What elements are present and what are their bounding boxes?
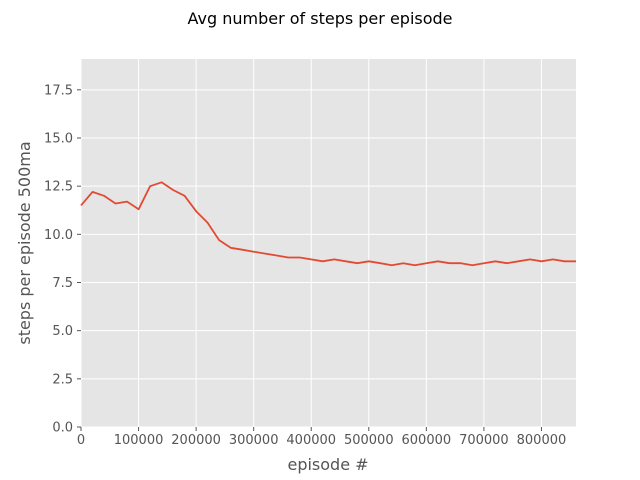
x-tick-label: 0 xyxy=(77,433,85,448)
x-tick-label: 400000 xyxy=(286,433,336,448)
series-line xyxy=(80,181,576,267)
y-tick-label: 10.0 xyxy=(44,228,73,243)
chart-title: Avg number of steps per episode xyxy=(187,9,452,28)
x-tick-label: 100000 xyxy=(114,433,164,448)
y-tick-label: 12.5 xyxy=(44,180,73,195)
y-tick-label: 15.0 xyxy=(44,131,73,146)
series-layer xyxy=(80,181,576,267)
x-tick-label: 200000 xyxy=(171,433,221,448)
x-tick-label: 500000 xyxy=(344,433,394,448)
y-tick-label: 17.5 xyxy=(44,83,73,98)
y-axis-label: steps per episode 500ma xyxy=(15,141,34,344)
x-tick-label: 600000 xyxy=(402,433,452,448)
y-tick-label: 2.5 xyxy=(52,372,73,387)
y-tick-label: 0.0 xyxy=(52,421,73,436)
x-tick-label: 300000 xyxy=(229,433,279,448)
grid-lines xyxy=(80,59,576,428)
x-tick-label: 700000 xyxy=(459,433,509,448)
x-tick-label: 800000 xyxy=(517,433,567,448)
axis-ticks: 0 100000 200000 300000 400000 500000 600000 700… xyxy=(44,83,566,448)
y-tick-label: 5.0 xyxy=(52,324,73,339)
plot-area xyxy=(81,59,576,427)
x-axis-label: episode # xyxy=(287,455,368,474)
y-tick-label: 7.5 xyxy=(52,276,73,291)
